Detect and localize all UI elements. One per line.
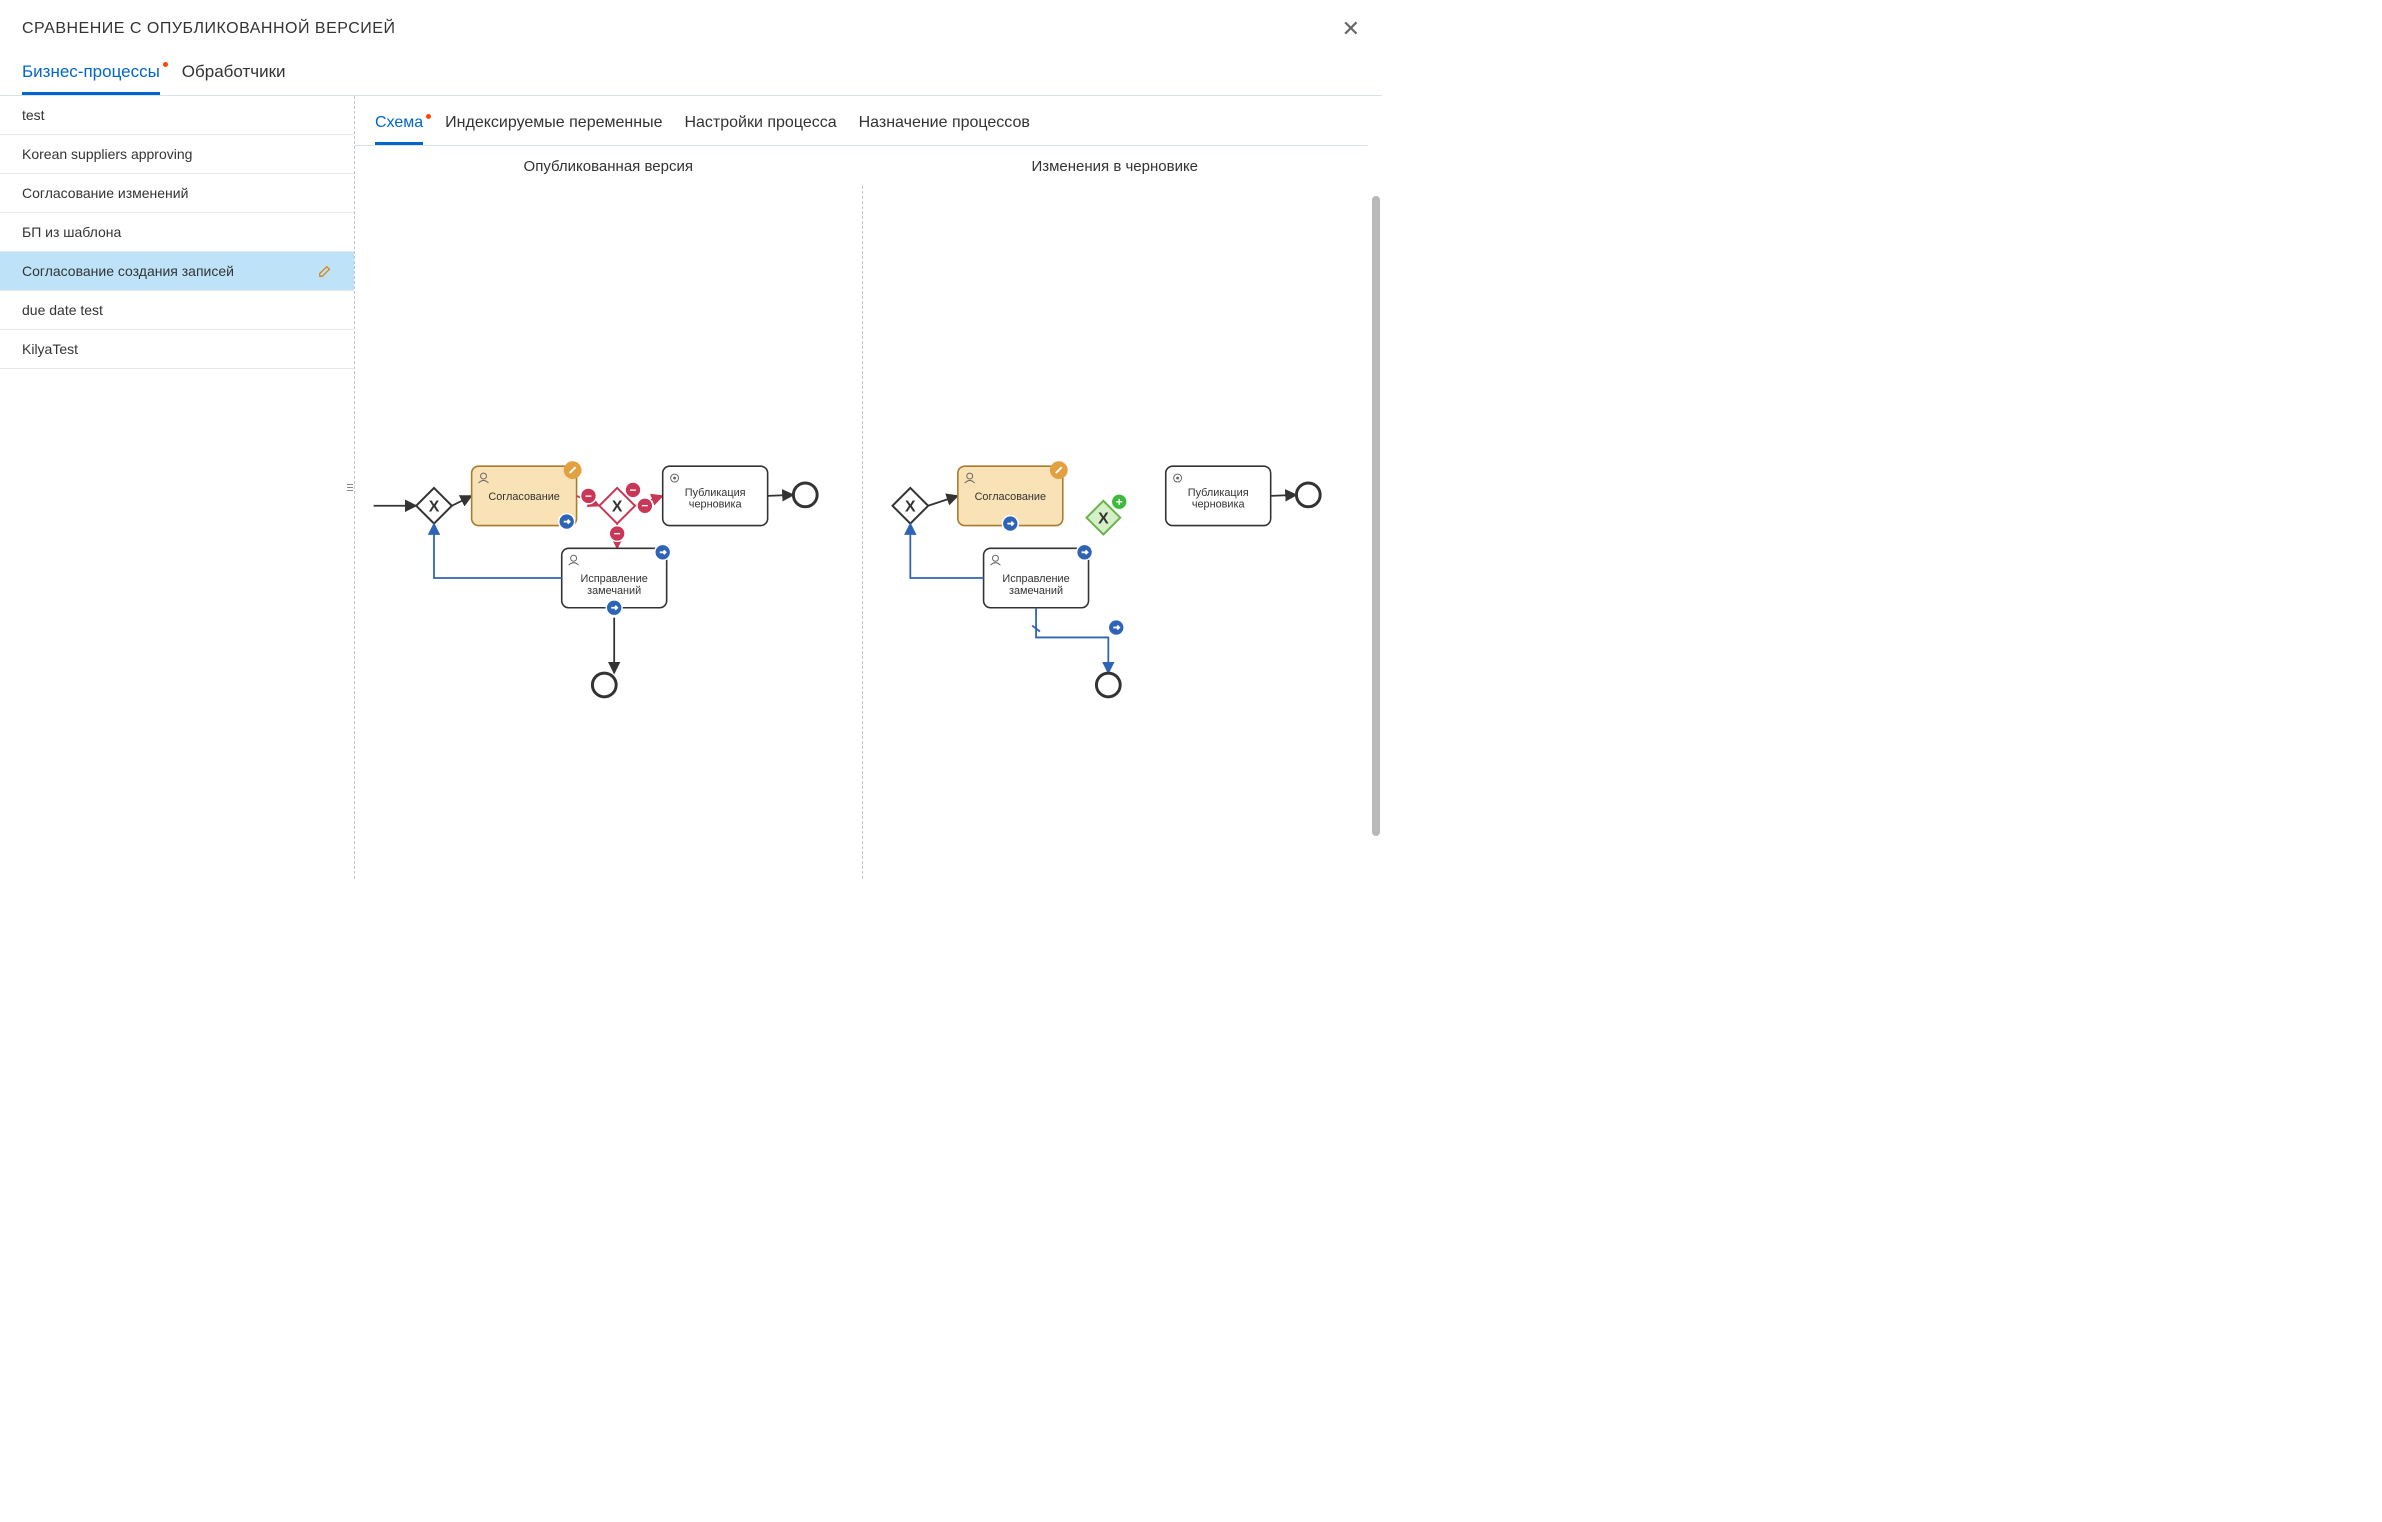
svg-text:Согласование: Согласование — [488, 491, 559, 503]
sidebar-item-label: Согласование создания записей — [22, 263, 234, 279]
left-column-title: Опубликованная версия — [355, 146, 862, 181]
diagram-draft[interactable]: X Согласование X + Публикациячерновика Исправ… — [862, 186, 1369, 879]
svg-text:Исправлениезамечаний: Исправлениезамечаний — [581, 573, 648, 597]
svg-text:X: X — [905, 499, 916, 516]
svg-text:−: − — [585, 489, 592, 503]
close-icon[interactable]: ✕ — [1342, 18, 1360, 40]
svg-text:Публикациячерновика: Публикациячерновика — [1187, 487, 1248, 511]
top-tab-1[interactable]: Обработчики — [182, 62, 286, 95]
sidebar-item-label: KilyaTest — [22, 341, 78, 357]
top-tabs: Бизнес-процессы Обработчики — [0, 50, 1382, 96]
svg-text:X: X — [612, 499, 623, 516]
sub-tab-3[interactable]: Назначение процессов — [859, 114, 1030, 145]
svg-text:X: X — [1098, 511, 1109, 528]
sidebar-item-label: Согласование изменений — [22, 185, 188, 201]
svg-text:Согласование: Согласование — [974, 491, 1045, 503]
sidebar-item-2[interactable]: Согласование изменений — [0, 174, 354, 213]
svg-text:Исправлениезамечаний: Исправлениезамечаний — [1002, 573, 1069, 597]
svg-text:Публикациячерновика: Публикациячерновика — [685, 487, 746, 511]
scrollbar[interactable] — [1372, 196, 1380, 836]
left-column: Опубликованная версия XСогласование−X−−П… — [355, 146, 862, 879]
sub-tab-2[interactable]: Настройки процесса — [684, 114, 836, 145]
svg-text:−: − — [641, 499, 648, 513]
top-tab-0[interactable]: Бизнес-процессы — [22, 62, 160, 95]
svg-text:−: − — [630, 483, 637, 497]
sidebar: test Korean suppliers approving Согласован… — [0, 96, 355, 879]
sidebar-item-3[interactable]: БП из шаблона — [0, 213, 354, 252]
sidebar-resize-handle[interactable] — [347, 473, 355, 503]
sidebar-item-label: БП из шаблона — [22, 224, 121, 240]
change-dot-icon — [163, 62, 168, 67]
sidebar-item-5[interactable]: due date test — [0, 291, 354, 330]
change-dot-icon — [426, 114, 431, 119]
right-column: Изменения в черновике X Согласование X + Пуб… — [862, 146, 1369, 879]
right-column-title: Изменения в черновике — [862, 146, 1369, 181]
edit-icon[interactable] — [318, 264, 332, 278]
sidebar-item-6[interactable]: KilyaTest — [0, 330, 354, 369]
svg-text:−: − — [614, 526, 621, 540]
diagram-published[interactable]: XСогласование−X−−Публикациячерновика−Исп… — [355, 186, 862, 879]
sidebar-item-4[interactable]: Согласование создания записей — [0, 252, 354, 291]
sidebar-item-label: Korean suppliers approving — [22, 146, 192, 162]
sub-tab-0[interactable]: Схема — [375, 114, 423, 145]
sidebar-item-label: due date test — [22, 302, 103, 318]
svg-text:X: X — [429, 499, 440, 516]
sub-tabs: Схема Индексируемые переменные Настройки п… — [355, 96, 1368, 146]
svg-text:+: + — [1115, 495, 1122, 509]
sidebar-item-0[interactable]: test — [0, 96, 354, 135]
page-title: СРАВНЕНИЕ С ОПУБЛИКОВАННОЙ ВЕРСИЕЙ — [22, 20, 395, 38]
sidebar-item-1[interactable]: Korean suppliers approving — [0, 135, 354, 174]
sidebar-item-label: test — [22, 107, 45, 123]
sub-tab-1[interactable]: Индексируемые переменные — [445, 114, 662, 145]
